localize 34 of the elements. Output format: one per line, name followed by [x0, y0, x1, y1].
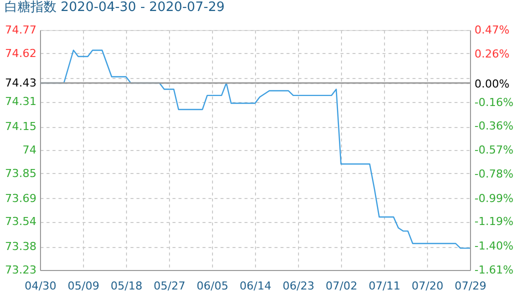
y-tick-label: 73.38	[5, 240, 36, 254]
y2-tick-label: 0.26%	[474, 48, 510, 61]
y2-tick-label: -1.19%	[474, 215, 514, 228]
y2-tick-label: -1.40%	[474, 239, 514, 252]
chart-title: 白糖指数 2020-04-30 - 2020-07-29	[4, 0, 225, 15]
x-tick-label: 07/11	[368, 280, 400, 292]
y2-tick-label: -0.99%	[474, 192, 514, 205]
x-tick-label: 07/02	[326, 280, 358, 292]
y-tick-label: 73.85	[5, 166, 36, 180]
x-tick-label: 06/23	[282, 280, 314, 292]
y-tick-label: 73.23	[5, 264, 36, 276]
x-tick-label: 05/18	[110, 280, 142, 292]
y2-tick-label: -0.57%	[474, 144, 514, 156]
y2-tick-label: -0.16%	[474, 96, 514, 110]
y2-tick-label: -0.36%	[474, 119, 514, 132]
y2-tick-label: 0.00%	[474, 78, 510, 91]
y2-tick-label: 0.47%	[474, 24, 510, 36]
x-tick-label: 06/14	[240, 280, 272, 292]
x-tick-label: 06/05	[196, 280, 228, 292]
y-tick-label: 73.54	[5, 215, 36, 228]
x-tick-label: 04/30	[24, 280, 56, 292]
y-tick-label: 74.77	[5, 24, 36, 36]
y-tick-label: 74.43	[5, 76, 36, 90]
x-tick-label: 07/20	[412, 280, 444, 292]
y-tick-label: 74.15	[5, 120, 36, 134]
x-tick-label: 05/27	[154, 280, 186, 292]
x-tick-label: 07/29	[454, 280, 486, 292]
y2-tick-label: -1.61%	[474, 264, 514, 276]
y-tick-label: 74	[22, 144, 36, 156]
y-tick-label: 73.69	[5, 192, 36, 205]
y-tick-label: 74.62	[5, 46, 36, 60]
x-tick-label: 05/09	[68, 280, 100, 292]
y2-tick-label: -0.78%	[474, 168, 514, 181]
y-tick-label: 74.31	[5, 95, 36, 108]
